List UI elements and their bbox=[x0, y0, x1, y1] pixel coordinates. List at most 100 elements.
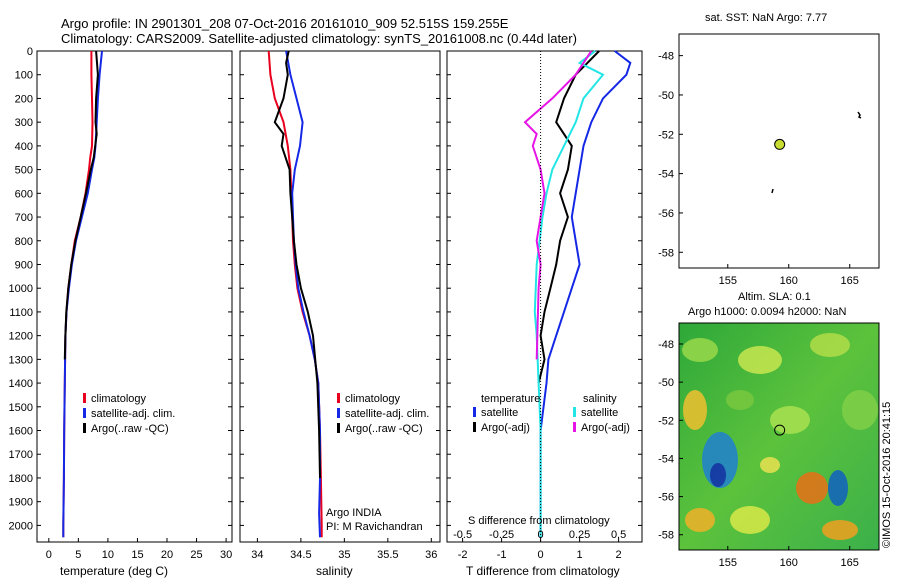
diff-temp-legend-swatch bbox=[473, 422, 476, 432]
sla-anomaly-blob bbox=[796, 472, 828, 504]
diff-temp-legend-label: Argo(-adj) bbox=[481, 422, 530, 434]
sal-xtick-label: 36 bbox=[425, 549, 437, 561]
temp-legend-label: satellite-adj. clim. bbox=[91, 408, 175, 420]
diff-xtick-label: 0 bbox=[538, 549, 544, 561]
temp-legend-label: Argo(..raw -QC) bbox=[91, 423, 169, 435]
depth-tick-label: 800 bbox=[15, 236, 33, 248]
sla-anomaly-blob bbox=[770, 406, 810, 434]
map-bottom-xtick-label: 155 bbox=[719, 557, 737, 569]
sla-anomaly-blob bbox=[683, 390, 707, 430]
depth-tick-label: 900 bbox=[15, 259, 33, 271]
map-top-ytick-label: -48 bbox=[658, 51, 674, 63]
map-bottom-ytick-label: -52 bbox=[658, 415, 674, 427]
map-bottom-title1: Altim. SLA: 0.1 bbox=[738, 291, 811, 303]
sla-anomaly-blob bbox=[828, 470, 848, 506]
temp-legend-label: climatology bbox=[91, 393, 147, 405]
sal-note2: PI: M Ravichandran bbox=[326, 521, 423, 533]
sal-note1: Argo INDIA bbox=[326, 507, 382, 519]
temp-legend-swatch bbox=[83, 423, 86, 433]
temp-axes-box bbox=[36, 50, 233, 543]
sla-anomaly-blob bbox=[822, 520, 858, 540]
map-top-ytick-label: -52 bbox=[658, 129, 674, 141]
temp-legend-swatch bbox=[83, 408, 86, 418]
diff-xtick-label: -1 bbox=[497, 549, 507, 561]
depth-tick-label: 400 bbox=[15, 141, 33, 153]
temp-xtick-label: 30 bbox=[220, 549, 232, 561]
sla-anomaly-blob bbox=[842, 390, 878, 430]
depth-tick-label: 1100 bbox=[9, 307, 33, 319]
sal-legend-swatch bbox=[337, 408, 340, 418]
map-bottom-xtick-label: 160 bbox=[780, 557, 798, 569]
sla-anomaly-blob bbox=[726, 390, 754, 410]
map-top-ytick-label: -50 bbox=[658, 90, 674, 102]
depth-tick-label: 200 bbox=[15, 93, 33, 105]
sal-xtick-label: 34.5 bbox=[290, 549, 311, 561]
map-top-ytick-label: -54 bbox=[658, 169, 674, 181]
sal-legend-swatch bbox=[337, 423, 340, 433]
temp-xtick-label: 0 bbox=[46, 549, 52, 561]
salinity-panel: 34 34.5 35 35.5 36 climatology satellite-adj. … bbox=[239, 50, 441, 561]
depth-tick-label: 2000 bbox=[9, 520, 33, 532]
sla-anomaly-blob bbox=[810, 333, 850, 357]
sla-anomaly-blob bbox=[738, 346, 782, 374]
map-top-xtick-label: 165 bbox=[841, 275, 859, 287]
sal-legend-label: Argo(..raw -QC) bbox=[345, 423, 423, 435]
map-bottom-ytick-label: -48 bbox=[658, 339, 674, 351]
diff-s-tick-label: 0.5 bbox=[611, 529, 626, 541]
temp-xtick-label: 25 bbox=[190, 549, 202, 561]
sla-anomaly-blob bbox=[685, 508, 715, 532]
sal-axes-box bbox=[239, 50, 441, 543]
sal-legend-label: climatology bbox=[345, 393, 401, 405]
sal-xtick-label: 35 bbox=[338, 549, 350, 561]
diff-legend-sal-title: salinity bbox=[583, 393, 617, 405]
sla-anomaly-blob bbox=[682, 338, 718, 362]
diff-sal-legend-label: Argo(-adj) bbox=[581, 422, 630, 434]
diff-xtick-label: -2 bbox=[458, 549, 468, 561]
diff-series-2 bbox=[533, 50, 605, 538]
depth-tick-label: 500 bbox=[15, 165, 33, 177]
map-top-xtick-label: 155 bbox=[719, 275, 737, 287]
header-line1: Argo profile: IN 2901301_208 07-Oct-2016… bbox=[61, 16, 509, 31]
depth-tick-label: 1300 bbox=[9, 354, 33, 366]
depth-tick-label: 600 bbox=[15, 188, 33, 200]
coast-fragment bbox=[857, 111, 862, 119]
diff-series-0 bbox=[539, 50, 632, 538]
sla-anomaly-blob bbox=[730, 506, 770, 534]
temp-xlabel: temperature (deg C) bbox=[60, 564, 168, 578]
argo-location-marker bbox=[774, 138, 786, 150]
diff-xtick-label: 2 bbox=[616, 549, 622, 561]
diff-sal-legend-swatch bbox=[573, 422, 576, 432]
map-bottom-title2: Argo h1000: 0.0094 h2000: NaN bbox=[688, 306, 846, 318]
sal-series-2 bbox=[273, 50, 321, 479]
temp-legend-swatch bbox=[83, 393, 86, 403]
depth-tick-label: 1600 bbox=[9, 426, 33, 438]
diff-series-3 bbox=[523, 50, 593, 360]
depth-tick-label: 100 bbox=[15, 70, 33, 82]
depth-tick-label: 0 bbox=[27, 46, 33, 58]
temp-xtick-label: 20 bbox=[161, 549, 173, 561]
map-bottom-ytick-label: -50 bbox=[658, 377, 674, 389]
diff-xlabel: T difference from climatology bbox=[466, 564, 620, 578]
map-bottom-ytick-label: -56 bbox=[658, 492, 674, 504]
diff-axes-box bbox=[446, 50, 643, 543]
header-line2: Climatology: CARS2009. Satellite-adjuste… bbox=[61, 31, 577, 46]
sla-anomaly-blob bbox=[760, 457, 780, 473]
map-bottom-ytick-label: -58 bbox=[658, 530, 674, 542]
sal-xtick-label: 34 bbox=[251, 549, 263, 561]
temp-xtick-label: 5 bbox=[75, 549, 81, 561]
temperature-panel: 0100200300400500600700800900100011001200… bbox=[9, 46, 233, 561]
temp-xtick-label: 10 bbox=[102, 549, 114, 561]
diff-s-tick-label: -0.5 bbox=[453, 529, 472, 541]
map-top-ytick-label: -56 bbox=[658, 208, 674, 220]
diff-s-tick-label: -0.25 bbox=[489, 529, 514, 541]
diff-s-label: S difference from climatology bbox=[468, 515, 610, 527]
map-bottom-ytick-label: -54 bbox=[658, 453, 674, 465]
sal-xtick-label: 35.5 bbox=[377, 549, 398, 561]
depth-tick-label: 1900 bbox=[9, 497, 33, 509]
sal-legend-swatch bbox=[337, 393, 340, 403]
map-top-xtick-label: 160 bbox=[780, 275, 798, 287]
diff-temp-legend-label: satellite bbox=[481, 407, 518, 419]
depth-tick-label: 1400 bbox=[9, 378, 33, 390]
coast-fragment bbox=[771, 188, 774, 194]
